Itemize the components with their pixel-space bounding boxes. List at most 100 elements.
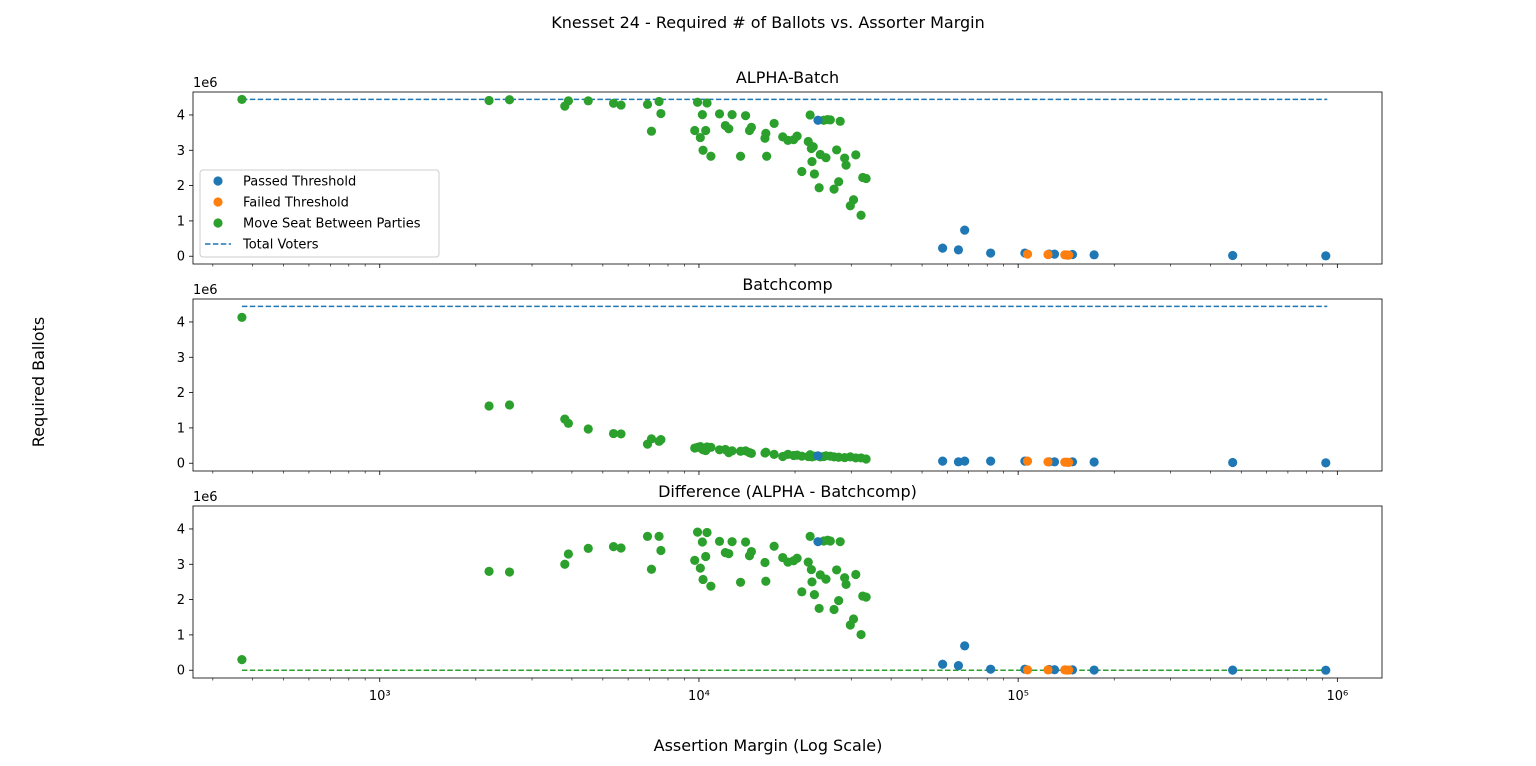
- data-point: [727, 537, 737, 547]
- data-point: [805, 531, 815, 541]
- data-point: [953, 245, 964, 255]
- y-tick-label: 1: [177, 421, 185, 436]
- data-point: [1228, 457, 1238, 468]
- data-point: [695, 563, 705, 573]
- data-point: [706, 151, 716, 161]
- series-move-seat-between-parties: [237, 527, 871, 665]
- data-point: [608, 98, 619, 108]
- legend: Passed Threshold Failed Threshold Move Sea…: [199, 169, 440, 258]
- series-move-seat-between-parties: [237, 312, 871, 464]
- data-point: [646, 434, 657, 444]
- data-point: [986, 248, 996, 258]
- data-point: [690, 125, 700, 136]
- y-offset-label: 1e6: [193, 76, 218, 91]
- legend-marker: [213, 176, 223, 186]
- data-point: [735, 151, 746, 161]
- data-point: [701, 551, 711, 562]
- series-move-seat-between-parties: [237, 94, 871, 220]
- data-point: [654, 96, 664, 107]
- data-point: [829, 184, 839, 194]
- data-point: [646, 126, 657, 136]
- data-point: [608, 542, 619, 552]
- subplot-title: ALPHA-Batch: [736, 68, 839, 87]
- data-point: [1089, 665, 1099, 675]
- data-point: [583, 543, 593, 553]
- data-point: [814, 183, 824, 193]
- legend-label: Move Seat Between Parties: [243, 217, 421, 232]
- data-point: [938, 243, 948, 253]
- data-point: [656, 434, 666, 445]
- data-point: [654, 531, 664, 541]
- data-point: [851, 150, 861, 160]
- data-point: [848, 195, 859, 205]
- data-point: [484, 566, 494, 576]
- data-point: [583, 424, 593, 434]
- subplot-1: ALPHA-Batch 1e6 0 1 2 3 4 Passed Threshold Faile…: [177, 68, 1383, 268]
- data-point: [808, 142, 818, 152]
- y-tick-label: 4: [177, 315, 185, 330]
- data-point: [840, 153, 850, 163]
- plot-area: [192, 505, 1383, 679]
- data-point: [834, 596, 844, 606]
- data-point: [760, 557, 770, 568]
- data-point: [237, 655, 247, 665]
- data-point: [834, 177, 844, 187]
- data-point: [1064, 665, 1074, 675]
- data-point: [953, 661, 964, 671]
- data-point: [746, 546, 757, 557]
- data-point: [642, 99, 653, 109]
- data-point: [714, 536, 725, 546]
- data-point: [504, 567, 515, 577]
- data-point: [761, 576, 771, 586]
- legend-box: [199, 169, 440, 258]
- data-point: [504, 95, 515, 105]
- data-point: [1049, 457, 1060, 467]
- data-point: [563, 418, 574, 428]
- data-point: [616, 543, 626, 553]
- data-point: [1049, 249, 1060, 259]
- data-point: [735, 577, 746, 587]
- data-point: [861, 173, 871, 184]
- data-point: [797, 587, 807, 597]
- data-point: [807, 156, 817, 167]
- subplot-3: Difference (ALPHA - Batchcomp) 1e6 0 1 2 3 4 10…: [177, 482, 1383, 704]
- data-point: [1321, 458, 1331, 468]
- data-point: [690, 555, 700, 565]
- data-point: [706, 442, 716, 452]
- x-tick-label: 10³: [369, 689, 391, 704]
- data-point: [583, 96, 593, 106]
- subplots: ALPHA-Batch 1e6 0 1 2 3 4 Passed Threshold Faile…: [177, 68, 1383, 704]
- data-point: [856, 210, 866, 220]
- data-point: [1228, 250, 1238, 261]
- data-point: [237, 312, 247, 322]
- data-point: [960, 641, 970, 651]
- y-tick-label: 2: [177, 386, 185, 401]
- series-failed-threshold: [1022, 249, 1074, 260]
- legend-label: Total Voters: [242, 238, 319, 253]
- data-point: [832, 145, 842, 155]
- data-point: [1022, 249, 1033, 259]
- data-point: [746, 448, 757, 458]
- data-point: [856, 629, 866, 640]
- data-point: [761, 447, 771, 457]
- y-tick-label: 2: [177, 179, 185, 194]
- data-point: [813, 537, 823, 547]
- data-point: [803, 557, 813, 567]
- data-point: [237, 94, 247, 105]
- data-point: [740, 537, 751, 547]
- data-point: [724, 124, 734, 134]
- data-point: [1043, 249, 1053, 260]
- y-offset-label: 1e6: [193, 490, 218, 505]
- data-point: [702, 98, 712, 108]
- data-point: [805, 110, 815, 120]
- data-point: [1049, 665, 1060, 675]
- data-point: [1228, 665, 1238, 675]
- data-point: [692, 527, 703, 537]
- data-point: [724, 549, 734, 559]
- subplot-title: Difference (ALPHA - Batchcomp): [658, 482, 917, 501]
- legend-label: Passed Threshold: [243, 175, 356, 190]
- data-point: [986, 456, 996, 466]
- legend-marker: [213, 197, 223, 207]
- data-point: [841, 160, 851, 170]
- y-tick-label: 2: [177, 593, 185, 608]
